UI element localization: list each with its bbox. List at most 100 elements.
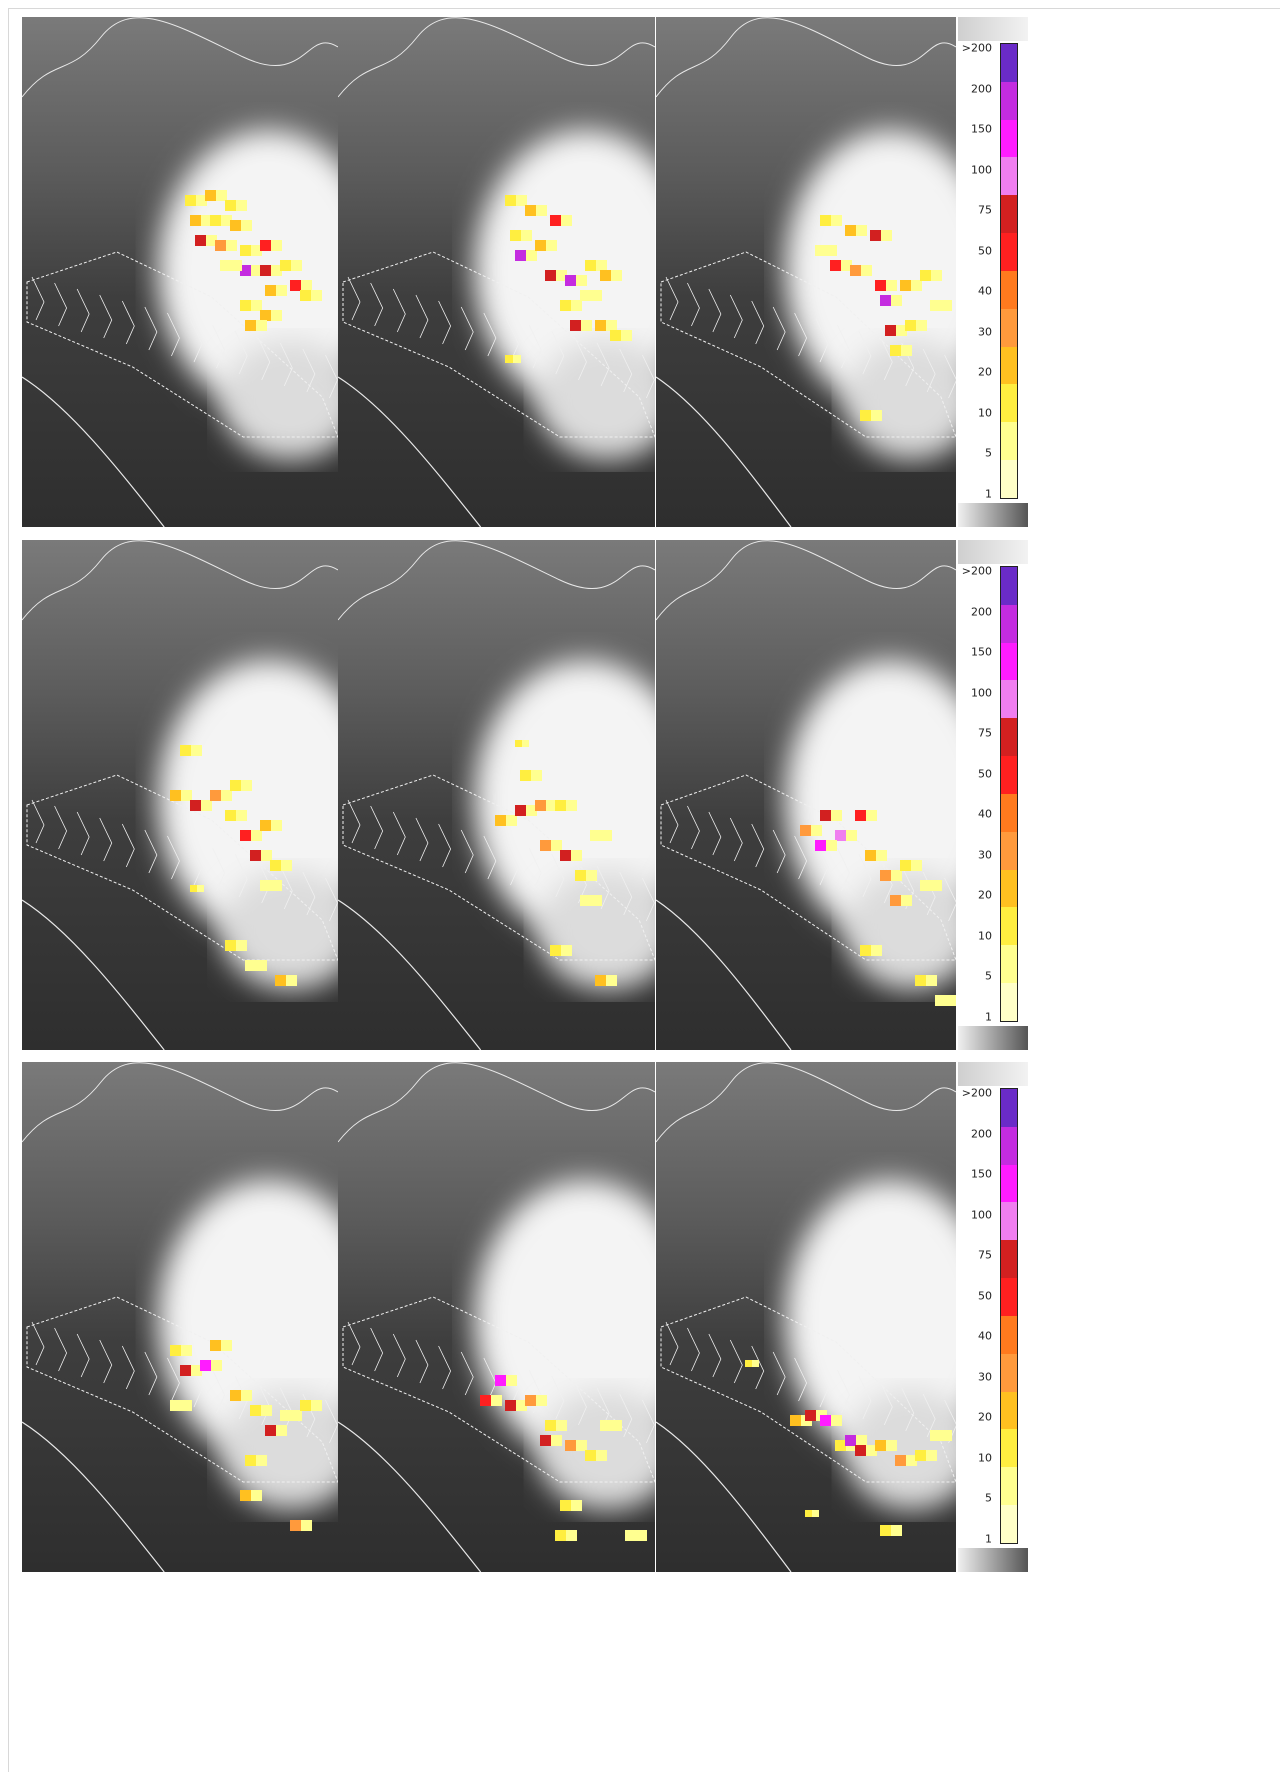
- colorbar-segment: [1001, 718, 1017, 757]
- colorbar-label: >200: [961, 564, 992, 578]
- lightning-cell: [535, 240, 546, 251]
- lightning-cell: [580, 895, 591, 906]
- colorbar-label: 150: [971, 122, 992, 136]
- lightning-cell: [216, 190, 227, 201]
- cloud-band: [537, 340, 655, 460]
- colorbar-segment: [1001, 195, 1017, 234]
- lightning-cell: [941, 300, 952, 311]
- municipal-border: [837, 324, 850, 369]
- lightning-cell: [491, 1395, 502, 1406]
- municipal-border: [837, 1369, 850, 1414]
- lightning-cell: [506, 815, 517, 826]
- lightning-cell: [300, 290, 311, 301]
- lightning-cell: [241, 780, 252, 791]
- lightning-cell: [515, 805, 526, 816]
- legend-bottom-swatch: [958, 503, 1028, 527]
- border-line: [22, 540, 338, 621]
- colorbar-segment: [1001, 983, 1017, 1021]
- lightning-cell: [856, 225, 867, 236]
- municipal-border: [415, 294, 429, 339]
- municipal-border: [858, 853, 872, 898]
- lightning-cell: [911, 280, 922, 291]
- colorbar: [1000, 43, 1018, 499]
- lightning-cell: [591, 895, 602, 906]
- lightning-cell: [290, 280, 301, 291]
- colorbar-label: 200: [971, 1127, 992, 1141]
- municipal-border: [551, 330, 565, 375]
- border-line: [338, 17, 655, 98]
- municipal-border: [76, 288, 90, 333]
- colorbar-label: 150: [971, 1167, 992, 1181]
- border-line: [656, 540, 956, 621]
- lightning-cell: [191, 1365, 202, 1376]
- lightning-cell: [820, 810, 831, 821]
- municipal-border: [325, 354, 338, 399]
- lightning-cell: [271, 820, 282, 831]
- municipal-border: [815, 318, 829, 363]
- lightning-cell: [221, 790, 232, 801]
- lightning-cell: [835, 830, 846, 841]
- municipal-border: [54, 1327, 68, 1372]
- lightning-cell: [506, 1375, 517, 1386]
- municipal-border: [76, 1333, 90, 1378]
- colorbar-label: 20: [978, 365, 992, 379]
- lightning-cell: [546, 800, 557, 811]
- lightning-cell: [815, 245, 826, 256]
- lightning-cell: [513, 355, 521, 363]
- lightning-cell: [805, 1510, 812, 1517]
- colorbar-label: 20: [978, 888, 992, 902]
- lightning-cell: [561, 215, 572, 226]
- lightning-cell: [875, 280, 886, 291]
- municipal-border: [551, 853, 565, 898]
- lightning-cell: [225, 940, 236, 951]
- municipal-border: [325, 1399, 338, 1444]
- colorbar-label: 30: [978, 325, 992, 339]
- lightning-cell: [526, 250, 537, 261]
- lightning-cell: [260, 820, 271, 831]
- municipal-border: [708, 1333, 722, 1378]
- lightning-cell: [276, 285, 287, 296]
- municipal-border: [54, 282, 68, 327]
- colorbar: [1000, 1088, 1018, 1544]
- lightning-cell: [590, 830, 601, 841]
- colorbar-label: 40: [978, 807, 992, 821]
- lightning-cell: [215, 240, 226, 251]
- lightning-cell: [805, 1410, 816, 1421]
- lightning-cell: [236, 200, 247, 211]
- municipal-border: [460, 306, 474, 351]
- colorbar-segment: [1001, 422, 1017, 461]
- lightning-cell: [281, 860, 292, 871]
- lightning-cell: [230, 780, 241, 791]
- colorbar-segment: [1001, 756, 1017, 794]
- municipal-border: [794, 835, 808, 880]
- municipal-border: [121, 823, 135, 868]
- lightning-cell: [566, 1530, 577, 1541]
- map-panel-r3-c3: [656, 1062, 956, 1572]
- colorbar-segment: [1001, 1467, 1017, 1506]
- municipal-border: [212, 324, 226, 369]
- lightning-cell: [946, 995, 956, 1006]
- colorbar-segment: [1001, 831, 1017, 870]
- lightning-cell: [871, 945, 882, 956]
- municipal-border: [438, 1345, 452, 1390]
- municipal-border: [574, 1381, 587, 1426]
- lightning-cell: [185, 195, 196, 206]
- municipal-border: [121, 300, 135, 345]
- municipal-border: [392, 288, 406, 333]
- lightning-cell: [586, 870, 597, 881]
- municipal-border: [121, 1345, 135, 1390]
- lightning-cell: [551, 840, 562, 851]
- lightning-cell: [611, 270, 622, 281]
- municipal-border: [944, 354, 956, 399]
- lightning-cell: [611, 1420, 622, 1431]
- lightning-cell: [935, 995, 946, 1006]
- lightning-cell: [911, 860, 922, 871]
- municipal-border: [234, 330, 248, 375]
- municipal-border: [167, 1357, 180, 1402]
- municipal-border: [325, 877, 338, 922]
- region-outline: [342, 774, 655, 961]
- colorbar-label: 5: [985, 969, 992, 983]
- lightning-cell: [201, 215, 212, 226]
- lightning-cell: [516, 195, 527, 206]
- coastline: [656, 899, 792, 1050]
